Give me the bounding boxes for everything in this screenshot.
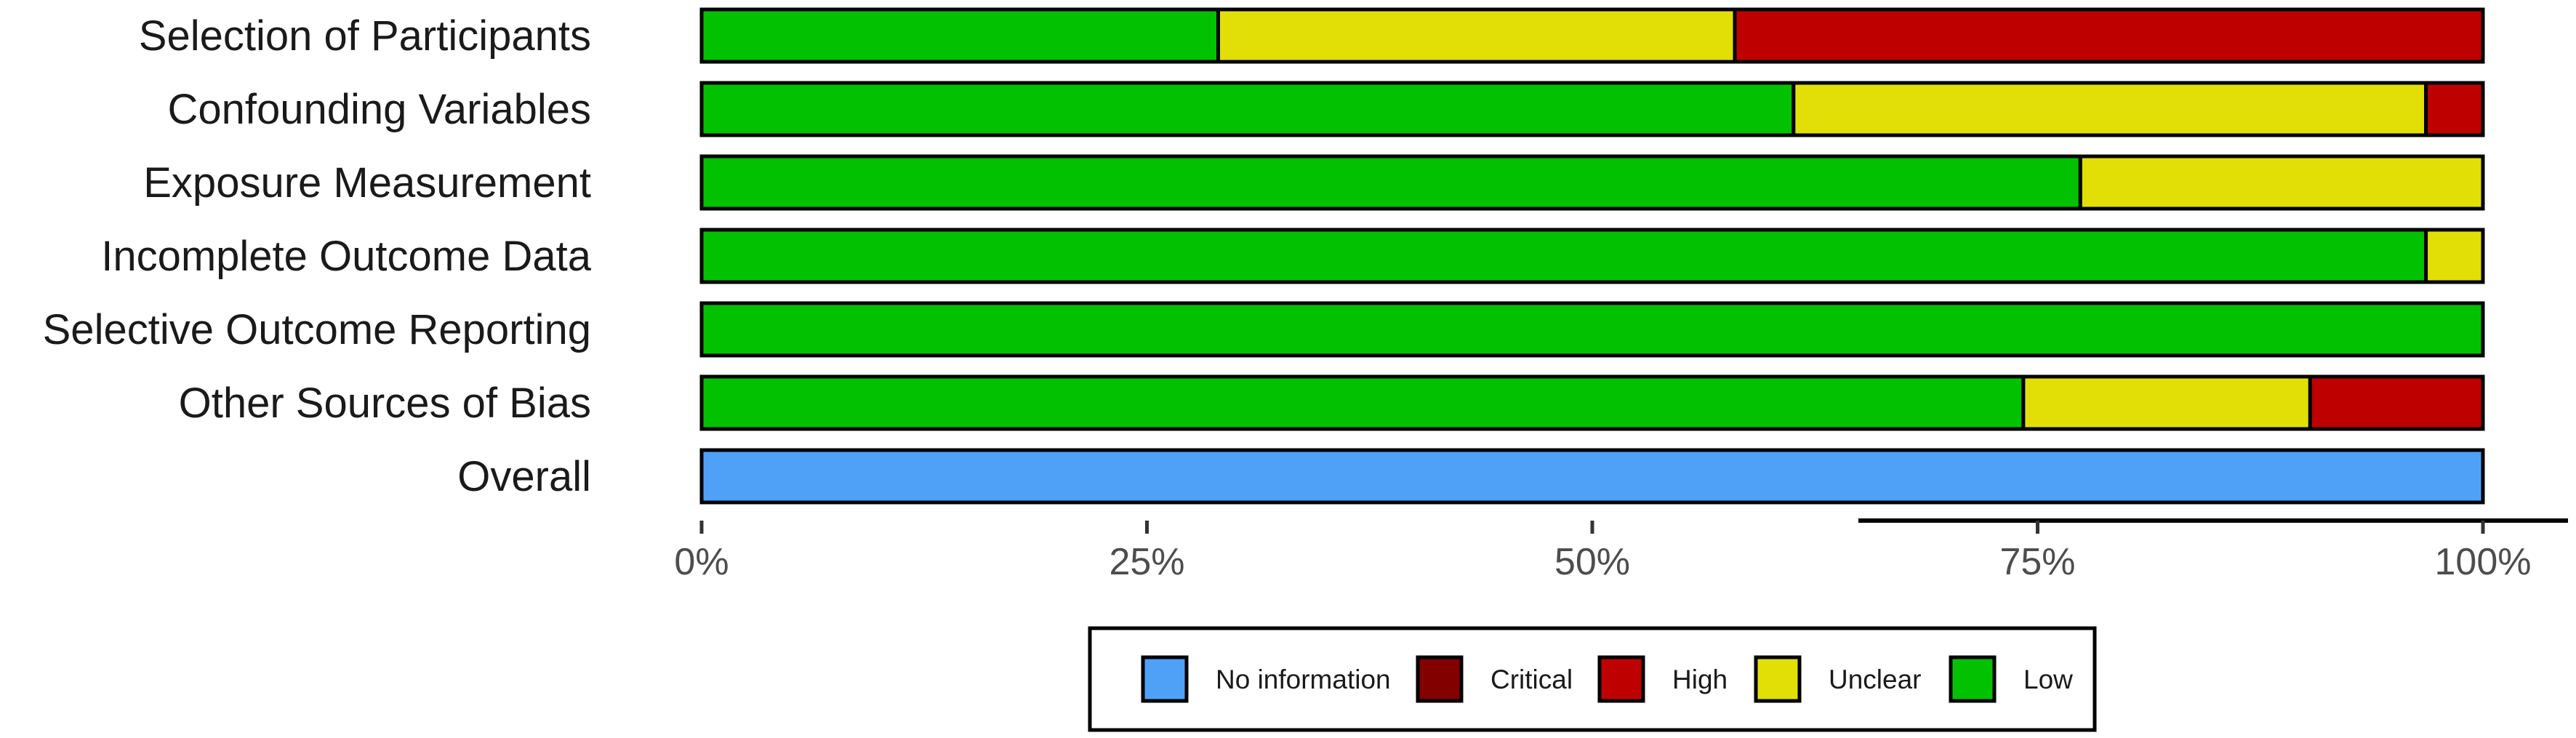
category-labels: Selection of Participants Confounding Var… [43,12,592,500]
legend-key-critical [1416,655,1464,703]
bar-confounding-variables-high [2424,81,2485,137]
legend-frame [1088,626,2097,732]
bar-overall-no-information [699,448,2485,505]
legend-key-unclear [1754,655,1802,703]
category-label-selective-outcome-reporting: Selective Outcome Reporting [43,306,591,353]
legend-key-high [1597,655,1645,703]
legend-key-no-information [1141,655,1189,703]
bar-selective-outcome-reporting-low [699,301,2485,358]
legend-label-no-information: No information [1216,665,1391,694]
legend: No information Critical High Unclear Low [1088,626,2097,732]
bar-confounding-variables-unclear [1791,81,2428,137]
x-tick-label-1: 25% [1109,541,1184,583]
legend-label-unclear: Unclear [1829,665,1922,694]
bar-other-sources-of-bias-low [699,374,2026,431]
x-tick-label-3: 75% [1999,541,2075,583]
bar-incomplete-outcome-data-low [699,228,2428,284]
bar-selection-of-participants-low [699,7,1220,64]
category-label-other-sources-of-bias: Other Sources of Bias [179,380,591,427]
bar-incomplete-outcome-data-unclear [2424,228,2485,284]
bar-exposure-measurement-unclear [2078,154,2485,211]
bar-other-sources-of-bias-high [2308,374,2485,431]
bar-other-sources-of-bias-unclear [2021,374,2312,431]
bar-selection-of-participants-unclear [1216,7,1737,64]
bar-selection-of-participants-high [1733,7,2485,64]
category-label-confounding-variables: Confounding Variables [167,86,591,133]
bars-layer [699,7,2485,505]
legend-label-critical: Critical [1490,665,1573,694]
x-tick-label-2: 50% [1554,541,1630,583]
bar-confounding-variables-low [699,81,1796,137]
category-label-overall: Overall [457,453,591,500]
legend-label-high: High [1672,665,1728,694]
legend-label-low: Low [2023,665,2073,694]
category-label-exposure-measurement: Exposure Measurement [143,159,591,206]
legend-key-low [1949,655,1997,703]
bar-exposure-measurement-low [699,154,2082,211]
x-tick-label-0: 0% [674,541,729,583]
x-tick-label-4: 100% [2435,541,2532,583]
category-label-incomplete-outcome-data: Incomplete Outcome Data [101,233,592,280]
x-axis: 0% 25% 50% 75% 100% [674,518,2568,583]
category-label-selection-of-participants: Selection of Participants [139,12,591,60]
